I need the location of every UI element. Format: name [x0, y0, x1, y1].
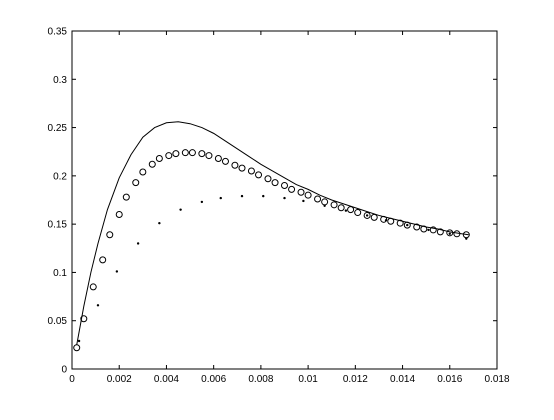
circle-marker [221, 157, 229, 165]
axes-frame [71, 30, 498, 370]
y-tick-label: 0 [61, 365, 67, 376]
circle-marker [247, 167, 255, 175]
x-axis-tick-labels: 0 0.002 0.004 0.006 0.008 0.01 0.012 0.014 0.016… [69, 374, 510, 385]
circle-marker [264, 175, 272, 183]
x-tick-label: 0.004 [154, 374, 179, 385]
circle-marker [297, 188, 305, 196]
circle-marker [271, 179, 279, 187]
y-tick-label: 0.05 [48, 316, 68, 327]
circle-marker [255, 171, 263, 179]
x-tick-label: 0 [69, 374, 75, 385]
series-layer [73, 121, 470, 352]
x-tick-label: 0.008 [248, 374, 273, 385]
x-tick-label: 0.002 [107, 374, 132, 385]
circle-marker [139, 168, 147, 176]
dot-marker [200, 200, 204, 204]
circle-marker [446, 229, 454, 237]
circle-marker [205, 152, 213, 160]
dot-marker [448, 232, 451, 235]
circle-marker [370, 213, 378, 221]
circle-marker [354, 209, 362, 217]
circle-marker [429, 226, 437, 234]
dot-marker [365, 214, 369, 217]
y-axis-tick-labels: 0 0.05 0.1 0.15 0.2 0.25 0.3 0.35 [48, 27, 68, 376]
dot-marker [96, 304, 100, 307]
series-circles-1 [73, 149, 470, 352]
y-tick-label: 0.15 [48, 220, 68, 231]
circle-marker [238, 164, 246, 172]
x-tick-label: 0.006 [201, 374, 226, 385]
dot-marker [115, 270, 119, 273]
dot-marker [219, 196, 222, 200]
circle-marker [73, 344, 81, 352]
circle-marker [132, 179, 140, 187]
dot-marker [158, 221, 161, 225]
dot-marker [77, 339, 81, 343]
circle-marker [148, 160, 156, 168]
circle-marker [288, 185, 296, 193]
circle-marker [304, 191, 312, 199]
axis-ticks [71, 30, 498, 370]
dot-marker [283, 196, 286, 200]
circle-marker [330, 201, 338, 209]
dot-marker [465, 237, 468, 240]
circle-marker [99, 256, 107, 264]
circle-marker [396, 219, 404, 227]
x-tick-label: 0.01 [298, 374, 318, 385]
circle-marker [436, 228, 444, 236]
circle-marker [453, 230, 461, 238]
dot-marker [179, 208, 182, 211]
y-tick-label: 0.3 [53, 75, 67, 86]
circle-marker [198, 150, 206, 158]
circle-marker [122, 193, 130, 201]
circle-marker [115, 210, 123, 218]
y-tick-label: 0.2 [53, 171, 67, 182]
dot-marker [262, 194, 265, 198]
x-tick-label: 0.012 [343, 374, 368, 385]
y-tick-label: 0.25 [48, 123, 68, 134]
circle-marker [155, 154, 163, 162]
series-line-0 [76, 121, 469, 345]
dot-marker [302, 199, 305, 203]
circle-marker [172, 150, 180, 158]
dot-marker [240, 194, 244, 198]
circle-marker [89, 283, 97, 291]
x-tick-label: 0.018 [484, 374, 509, 385]
circle-marker [188, 149, 196, 157]
circle-marker [165, 152, 173, 160]
y-tick-label: 0.1 [53, 268, 67, 279]
circle-marker [420, 225, 428, 233]
dot-marker [406, 223, 409, 227]
circle-marker [413, 223, 421, 231]
circle-marker [214, 154, 222, 162]
dot-marker [323, 204, 326, 207]
circle-marker [281, 182, 288, 190]
circle-marker [337, 204, 345, 212]
y-tick-label: 0.35 [48, 27, 68, 38]
dot-marker [427, 228, 430, 232]
circle-marker [363, 211, 371, 219]
x-tick-label: 0.014 [390, 374, 415, 385]
circle-marker [314, 195, 322, 203]
circle-marker [231, 161, 239, 169]
dot-marker [136, 242, 140, 245]
circle-marker [181, 149, 189, 157]
circle-marker [347, 206, 355, 214]
circle-marker [80, 315, 88, 323]
series-dots-2 [77, 194, 468, 343]
x-tick-label: 0.016 [437, 374, 462, 385]
circle-marker [387, 217, 395, 225]
dot-marker [344, 209, 348, 212]
circle-marker [403, 221, 411, 229]
dot-marker [384, 219, 388, 222]
circle-marker [106, 231, 114, 239]
